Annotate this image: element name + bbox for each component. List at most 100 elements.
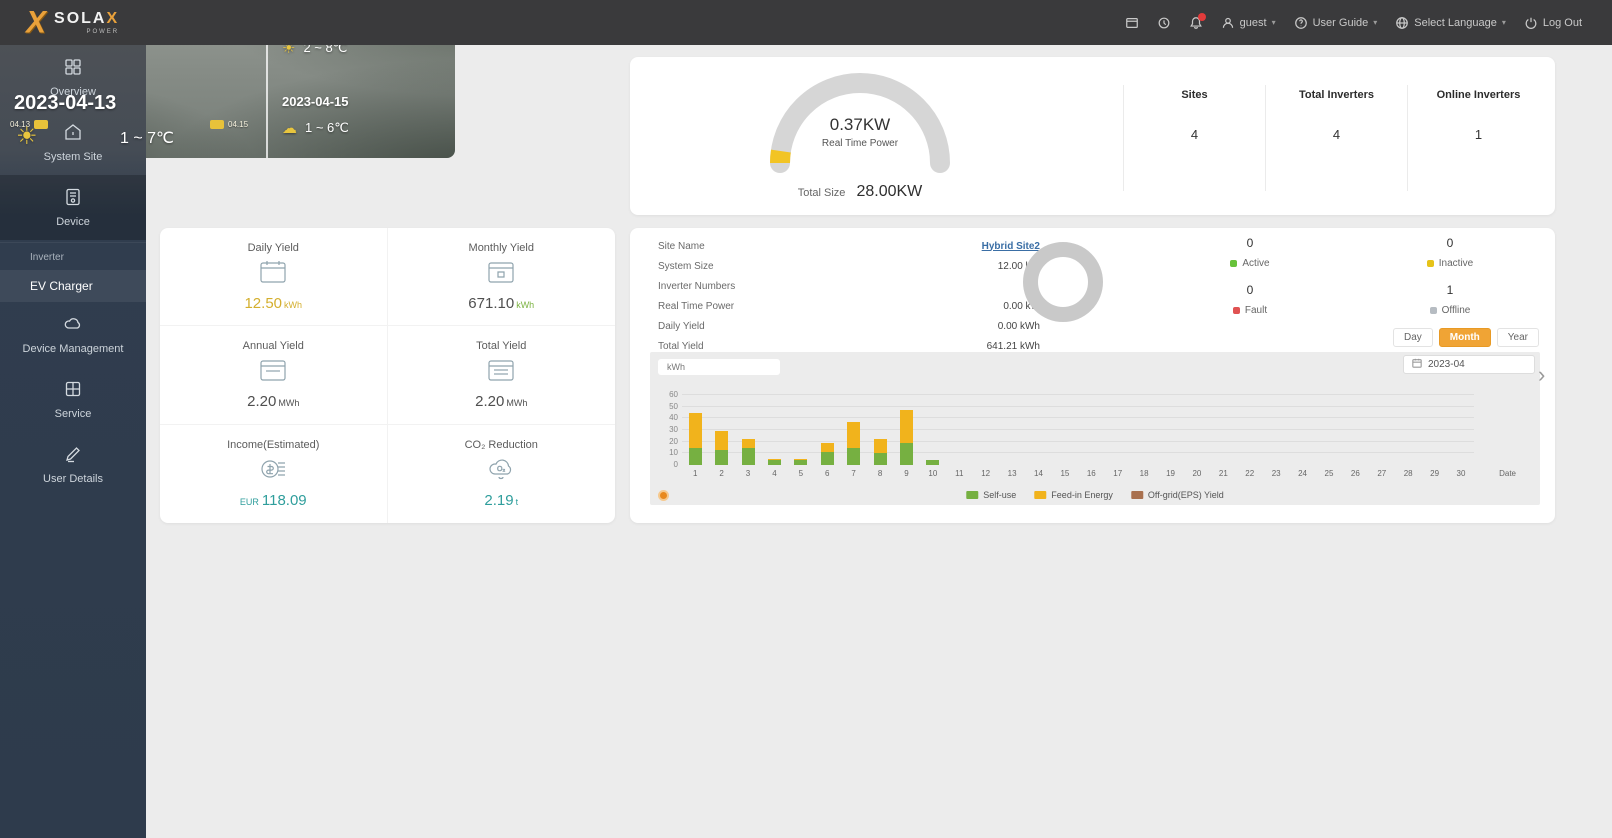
carousel-next-arrow[interactable]: › xyxy=(1538,362,1546,387)
chart-gridline xyxy=(682,417,1474,419)
period-year-button[interactable]: Year xyxy=(1496,328,1539,347)
stacked-bar xyxy=(741,439,755,465)
chart-ytick-label: 0 xyxy=(673,460,678,469)
bar-segment xyxy=(741,447,755,465)
stacked-bar xyxy=(820,442,834,465)
sidebar-item-overview[interactable]: Overview xyxy=(0,45,146,110)
sidebar-item-device[interactable]: Device xyxy=(0,175,146,240)
legend-off-grid: Off-grid(EPS) Yield xyxy=(1130,490,1224,500)
chart-gridline xyxy=(682,440,1474,442)
bar-segment xyxy=(767,460,781,465)
language-label: Select Language xyxy=(1414,16,1497,29)
stacked-bar xyxy=(899,410,913,465)
chart-xtick-label: 29 xyxy=(1430,469,1440,478)
sidebar-item-label: System Site xyxy=(43,151,103,163)
weather-today-temp: 1 ~ 7℃ xyxy=(120,130,174,147)
sidebar-item-system-site[interactable]: System Site xyxy=(0,110,146,175)
sidebar-item-user-details[interactable]: User Details xyxy=(0,432,146,497)
bar-segment xyxy=(873,439,887,454)
offline-dot-icon xyxy=(1429,307,1437,314)
active-dot-icon xyxy=(1230,260,1238,267)
bar-segment xyxy=(688,447,702,465)
svg-text:O₂: O₂ xyxy=(497,466,505,473)
detail-value: 641.21 kWh xyxy=(986,340,1040,352)
detail-label: System Size xyxy=(658,260,714,272)
chart-gridline xyxy=(682,452,1474,454)
chevron-down-icon: ▾ xyxy=(1373,18,1378,27)
sidebar-item-label: Device Management xyxy=(22,343,124,355)
brand-subtitle: POWER xyxy=(86,28,120,35)
sidebar-item-service[interactable]: Service xyxy=(0,367,146,432)
guide-book-icon xyxy=(1294,16,1308,30)
bar-slot xyxy=(1421,395,1447,465)
stacked-bar xyxy=(794,459,808,465)
bar-segment xyxy=(820,442,834,453)
bar-slot xyxy=(761,395,787,465)
detail-label: Site Name xyxy=(658,240,705,252)
service-modules-icon xyxy=(63,379,83,402)
chart-xaxis: 1 2 3 4 5 6 7 8 9 10 11 12 13 14 15 16 17 18 19 20 21 22 23 24 2… xyxy=(682,469,1474,480)
bar-slot xyxy=(840,395,866,465)
status-offline: 1 Offline xyxy=(1350,283,1550,316)
refresh-icon[interactable] xyxy=(1157,16,1171,30)
user-guide-menu[interactable]: User Guide ▾ xyxy=(1294,16,1378,30)
site-name-link[interactable]: Hybrid Site2 xyxy=(981,240,1040,252)
notification-bell-icon[interactable] xyxy=(1189,12,1206,30)
user-menu[interactable]: guest ▾ xyxy=(1221,16,1276,30)
sidebar-item-label: User Details xyxy=(43,473,103,485)
sidebar-subitem-ev-charger[interactable]: EV Charger xyxy=(0,270,146,302)
period-day-button[interactable]: Day xyxy=(1392,328,1433,347)
bar-slot xyxy=(1105,395,1131,465)
language-menu[interactable]: Select Language ▾ xyxy=(1395,16,1506,30)
logout-button[interactable]: Log Out xyxy=(1524,16,1582,30)
bar-slot xyxy=(1289,395,1315,465)
stacked-bar xyxy=(847,421,861,465)
user-icon xyxy=(1221,16,1235,30)
period-month-button[interactable]: Month xyxy=(1438,328,1491,347)
brand-name: SOLAX xyxy=(54,9,120,27)
calendar-month-icon xyxy=(484,259,518,290)
chart-xtick-label: 18 xyxy=(1139,469,1149,478)
bar-slot xyxy=(893,395,919,465)
app-window-icon[interactable] xyxy=(1125,16,1139,30)
chart-xtick-label: 15 xyxy=(1060,469,1070,478)
stacked-bar xyxy=(926,460,940,465)
real-time-power-value: 0.37KW xyxy=(829,115,891,134)
chart-marker-icon xyxy=(658,490,669,501)
bar-slot xyxy=(814,395,840,465)
bar-segment xyxy=(741,439,755,448)
range-start-tag: 04.13 xyxy=(10,120,49,129)
power-icon xyxy=(1524,16,1538,30)
stacked-bar xyxy=(767,458,781,465)
chart-xtick-label: 12 xyxy=(981,469,991,478)
cloud-icon: ☁ xyxy=(282,120,297,137)
chart-xtick-label: 30 xyxy=(1456,469,1466,478)
weather-divider xyxy=(266,0,268,158)
bar-slot xyxy=(1316,395,1342,465)
bar-slot xyxy=(1210,395,1236,465)
sidebar-subitem-inverter[interactable]: Inverter xyxy=(0,245,146,270)
stacked-bar xyxy=(873,439,887,465)
bar-segment xyxy=(899,442,913,465)
chart-xtick-label: 28 xyxy=(1403,469,1413,478)
chart-xtick-label: 22 xyxy=(1245,469,1255,478)
chart-ytick-label: 40 xyxy=(669,413,678,423)
sidebar-item-label: Service xyxy=(54,408,92,420)
income-cell: Income(Estimated) EUR 118.09 xyxy=(160,424,388,523)
green-swatch-icon xyxy=(966,491,979,499)
date-value: 2023-04 xyxy=(1428,359,1465,370)
bar-segment xyxy=(767,458,781,461)
brown-swatch-icon xyxy=(1130,491,1143,499)
site-card: Site Name Hybrid Site2 System Size 12.00 k… xyxy=(630,228,1555,523)
sun-chip-icon xyxy=(34,120,49,129)
sidebar: Overview System Site Device Inverter EV … xyxy=(0,45,146,838)
sidebar-item-device-management[interactable]: Device Management xyxy=(0,302,146,367)
month-date-picker[interactable]: 2023-04 xyxy=(1403,355,1535,374)
brand-logo: X SOLAX POWER xyxy=(26,5,120,40)
bar-segment xyxy=(847,421,861,448)
real-time-power-label: Real Time Power xyxy=(821,138,899,149)
stat-online-inverters: Online Inverters 1 xyxy=(1407,85,1549,191)
calendar-total-icon xyxy=(484,357,518,388)
bar-slot xyxy=(1369,395,1395,465)
sidebar-divider xyxy=(0,242,146,243)
